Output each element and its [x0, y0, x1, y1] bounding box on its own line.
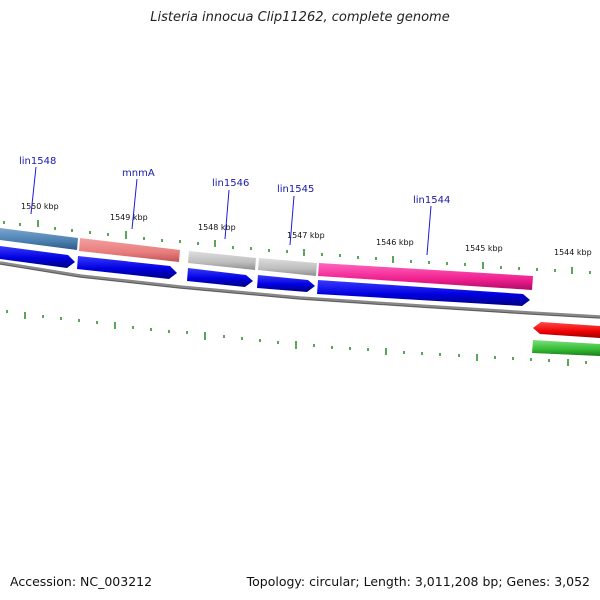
cds-arrow[interactable]: [0, 246, 75, 268]
gene-mnmA[interactable]: [79, 238, 180, 262]
gene-labels: lin1548 mnmA lin1546 lin1545 lin1544: [19, 156, 450, 206]
gene-lin1545[interactable]: [258, 258, 317, 276]
reverse-gene[interactable]: [532, 340, 600, 356]
gene-label-lin1545[interactable]: lin1545: [277, 184, 314, 195]
cds-arrow[interactable]: [187, 268, 253, 287]
cds-arrow[interactable]: [257, 275, 315, 292]
kbp-label: 1547 kbp: [287, 231, 325, 240]
kbp-label: 1545 kbp: [465, 244, 503, 253]
kbp-label: 1550 kbp: [21, 202, 59, 211]
gene-track: [0, 228, 533, 290]
genome-summary-text: Topology: circular; Length: 3,011,208 bp…: [246, 574, 590, 589]
gene-label-lin1546[interactable]: lin1546: [212, 178, 249, 189]
map-title: Listeria innocua Clip11262, complete gen…: [150, 10, 450, 25]
cds-arrow[interactable]: [77, 256, 177, 279]
gene-label-mnmA[interactable]: mnmA: [122, 168, 155, 179]
gene-label-lin1544[interactable]: lin1544: [413, 195, 450, 206]
reverse-cds-arrow[interactable]: [533, 322, 600, 338]
cds-track: [0, 246, 530, 306]
gene-lin1544[interactable]: [318, 263, 533, 290]
cds-arrow[interactable]: [317, 280, 530, 306]
kbp-label: 1548 kbp: [198, 223, 236, 232]
reverse-strand-features: [532, 322, 600, 356]
gene-lin1546[interactable]: [188, 251, 256, 270]
kbp-label: 1544 kbp: [554, 248, 592, 257]
genome-backbone: [0, 261, 600, 319]
outer-tick-ring: [3, 220, 591, 274]
kbp-label: 1549 kbp: [110, 213, 148, 222]
accession-text: Accession: NC_003212: [10, 574, 153, 589]
kbp-label: 1546 kbp: [376, 238, 414, 247]
inner-tick-ring: [6, 310, 587, 366]
gene-lin1548[interactable]: [0, 228, 78, 250]
kbp-scale-labels: 1550 kbp 1549 kbp 1548 kbp 1547 kbp 1546…: [21, 202, 592, 257]
gene-callout-lines: [30, 166, 432, 256]
gene-label-lin1548[interactable]: lin1548: [19, 156, 56, 167]
